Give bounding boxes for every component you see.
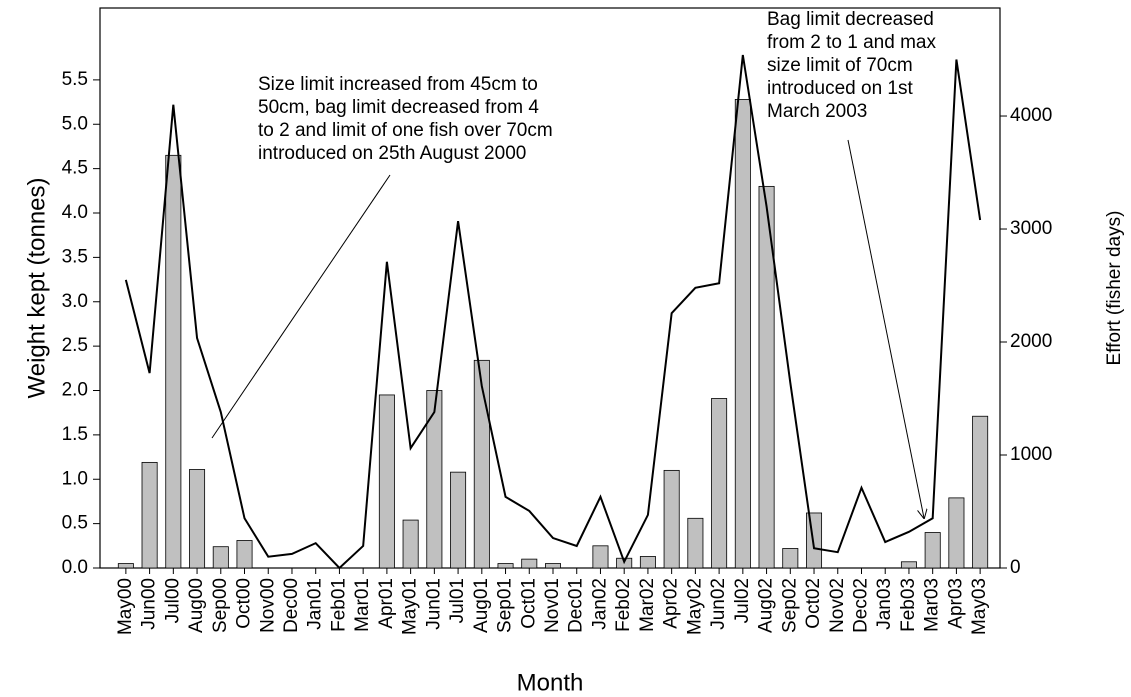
annotation-arrow xyxy=(847,139,924,518)
x-tick-label: Nov00 xyxy=(257,578,278,633)
annotation: introduced on 25th August 2000 xyxy=(258,143,526,164)
y-tick-label: 2.0 xyxy=(62,380,88,401)
y-tick-label: 0.0 xyxy=(62,557,88,578)
bar xyxy=(402,519,419,569)
x-tick-label: Aug01 xyxy=(471,578,492,633)
y2-axis-label: Effort (fisher days) xyxy=(1104,211,1125,366)
x-tick-label: Dec02 xyxy=(851,578,872,633)
x-tick-label: Jan03 xyxy=(874,578,895,630)
bar xyxy=(924,532,941,569)
x-tick-label: Oct00 xyxy=(234,578,255,629)
x-tick-label: May02 xyxy=(684,578,705,635)
annotation: size limit of 70cm xyxy=(767,55,913,76)
x-axis-label: Month xyxy=(517,669,584,696)
annotation: March 2003 xyxy=(767,101,867,122)
bar xyxy=(948,497,965,569)
x-tick-label: Feb03 xyxy=(898,578,919,632)
x-tick-label: Sep00 xyxy=(210,578,231,633)
y2-tick-label: 0 xyxy=(1010,557,1021,578)
annotation-arrow xyxy=(211,174,391,439)
x-tick-label: Mar02 xyxy=(637,578,658,632)
bar xyxy=(521,558,538,569)
x-tick-label: Nov01 xyxy=(542,578,563,633)
bar xyxy=(141,461,158,569)
y-tick-label: 3.5 xyxy=(62,246,88,267)
x-tick-label: Oct01 xyxy=(518,578,539,629)
x-tick-label: Apr03 xyxy=(945,578,966,629)
x-tick-label: Dec01 xyxy=(566,578,587,633)
bar xyxy=(117,563,134,569)
bar xyxy=(900,561,917,569)
annotation: Bag limit decreased xyxy=(767,9,934,30)
x-tick-label: Dec00 xyxy=(281,578,302,633)
x-tick-label: Jun01 xyxy=(423,578,444,630)
bar xyxy=(639,556,656,569)
bar xyxy=(663,469,680,569)
x-tick-label: May01 xyxy=(400,578,421,635)
bar xyxy=(450,471,467,569)
x-tick-label: Apr01 xyxy=(376,578,397,629)
y-tick-label: 5.0 xyxy=(62,113,88,134)
y-tick-label: 4.0 xyxy=(62,202,88,223)
line xyxy=(124,54,982,570)
x-tick-label: Jun02 xyxy=(708,578,729,630)
x-tick-label: Apr02 xyxy=(661,578,682,629)
bar xyxy=(426,390,443,569)
x-tick-label: Feb01 xyxy=(328,578,349,632)
y-tick-label: 1.5 xyxy=(62,424,88,445)
bar xyxy=(592,545,609,569)
bar xyxy=(473,359,490,569)
y-tick-label: 3.0 xyxy=(62,291,88,312)
bar xyxy=(782,548,799,569)
x-tick-label: Feb02 xyxy=(613,578,634,632)
bar xyxy=(378,394,395,569)
x-tick-label: May00 xyxy=(115,578,136,635)
x-tick-label: Mar03 xyxy=(922,578,943,632)
bar xyxy=(545,563,561,569)
y-tick-label: 0.5 xyxy=(62,513,88,534)
bar xyxy=(236,540,253,569)
x-tick-label: Aug02 xyxy=(756,578,777,633)
x-tick-label: Mar01 xyxy=(352,578,373,632)
y-tick-label: 1.0 xyxy=(62,468,88,489)
y2-tick-label: 3000 xyxy=(1010,218,1052,239)
x-tick-label: May03 xyxy=(969,578,990,635)
bar xyxy=(734,99,751,569)
bar xyxy=(165,154,182,569)
x-tick-label: Jan01 xyxy=(305,578,326,630)
y2-tick-label: 1000 xyxy=(1010,444,1052,465)
annotation: 50cm, bag limit decreased from 4 xyxy=(258,97,539,118)
x-tick-label: Jan02 xyxy=(589,578,610,630)
y-tick-label: 4.5 xyxy=(62,158,88,179)
bar xyxy=(212,546,229,569)
bar xyxy=(189,469,206,569)
x-tick-label: Jul02 xyxy=(732,578,753,623)
bar xyxy=(687,517,704,569)
bar xyxy=(497,563,514,569)
bar xyxy=(806,512,823,569)
annotation: introduced on 1st xyxy=(767,78,913,99)
x-tick-label: Sep01 xyxy=(495,578,516,633)
y-tick-label: 2.5 xyxy=(62,335,88,356)
bar xyxy=(758,185,775,569)
x-tick-label: Sep02 xyxy=(779,578,800,633)
x-tick-label: Jul01 xyxy=(447,578,468,623)
annotation: Size limit increased from 45cm to xyxy=(258,74,538,95)
x-tick-label: Aug00 xyxy=(186,578,207,633)
y-axis-label: Weight kept (tonnes) xyxy=(23,177,50,398)
annotation: from 2 to 1 and max xyxy=(767,32,936,53)
y2-tick-label: 4000 xyxy=(1010,105,1052,126)
x-tick-label: Jun00 xyxy=(139,578,160,630)
annotation: to 2 and limit of one fish over 70cm xyxy=(258,120,553,141)
y2-tick-label: 2000 xyxy=(1010,331,1052,352)
x-tick-label: Oct02 xyxy=(803,578,824,629)
bar xyxy=(972,415,989,569)
x-tick-label: Nov02 xyxy=(827,578,848,633)
y-tick-label: 5.5 xyxy=(62,69,88,90)
bar xyxy=(711,398,728,569)
x-tick-label: Jul00 xyxy=(162,578,183,623)
